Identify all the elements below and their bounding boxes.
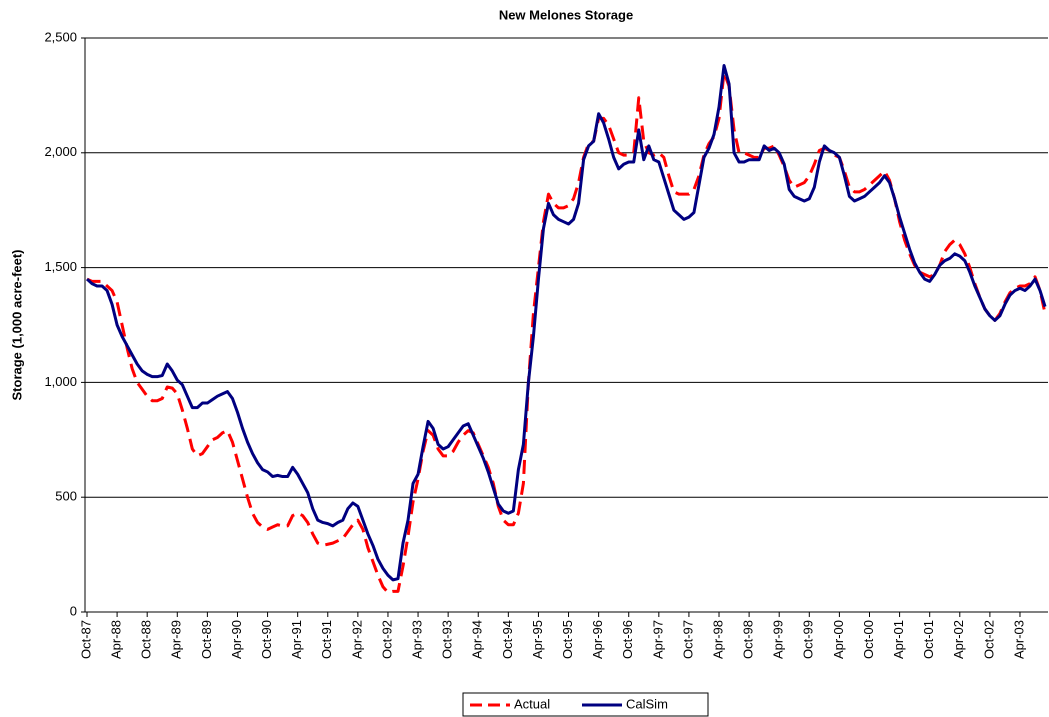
x-tick-label: Apr-99 xyxy=(771,620,786,659)
x-tick-label: Apr-98 xyxy=(710,620,725,659)
legend-label: Actual xyxy=(514,696,550,711)
x-tick-label: Oct-02 xyxy=(981,620,996,659)
x-tick-label: Apr-03 xyxy=(1011,620,1026,659)
y-tick-label: 2,500 xyxy=(44,29,77,44)
y-axis-label: Storage (1,000 acre-feet) xyxy=(9,249,24,400)
x-tick-label: Apr-91 xyxy=(289,620,304,659)
y-tick-label: 1,000 xyxy=(44,374,77,389)
x-tick-label: Apr-90 xyxy=(229,620,244,659)
x-tick-label: Oct-92 xyxy=(379,620,394,659)
x-tick-label: Apr-97 xyxy=(650,620,665,659)
x-tick-label: Oct-88 xyxy=(139,620,154,659)
series-line xyxy=(86,70,1047,594)
series-line xyxy=(85,64,1047,582)
x-tick-label: Oct-93 xyxy=(440,620,455,659)
x-tick-label: Oct-99 xyxy=(801,620,816,659)
x-tick-label: Apr-95 xyxy=(530,620,545,659)
x-tick-label: Oct-95 xyxy=(560,620,575,659)
x-tick-label: Oct-98 xyxy=(741,620,756,659)
x-tick-label: Apr-94 xyxy=(470,620,485,659)
x-tick-label: Oct-87 xyxy=(78,620,93,659)
x-tick-label: Apr-93 xyxy=(409,620,424,659)
legend-label: CalSim xyxy=(626,696,668,711)
x-tick-label: Oct-00 xyxy=(861,620,876,659)
y-tick-label: 1,500 xyxy=(44,259,77,274)
x-tick-label: Oct-01 xyxy=(921,620,936,659)
y-tick-label: 2,000 xyxy=(44,144,77,159)
y-tick-label: 0 xyxy=(70,603,77,618)
x-tick-label: Oct-96 xyxy=(620,620,635,659)
x-tick-label: Oct-90 xyxy=(259,620,274,659)
x-tick-label: Oct-94 xyxy=(500,620,515,659)
y-tick-label: 500 xyxy=(55,489,77,504)
x-tick-label: Apr-00 xyxy=(831,620,846,659)
chart-title: New Melones Storage xyxy=(499,7,633,22)
x-tick-label: Apr-88 xyxy=(109,620,124,659)
x-tick-label: Oct-91 xyxy=(319,620,334,659)
x-tick-label: Oct-89 xyxy=(199,620,214,659)
x-tick-label: Apr-89 xyxy=(169,620,184,659)
x-tick-label: Apr-01 xyxy=(891,620,906,659)
x-tick-label: Apr-02 xyxy=(951,620,966,659)
x-tick-label: Apr-96 xyxy=(590,620,605,659)
x-tick-label: Oct-97 xyxy=(680,620,695,659)
x-tick-label: Apr-92 xyxy=(349,620,364,659)
